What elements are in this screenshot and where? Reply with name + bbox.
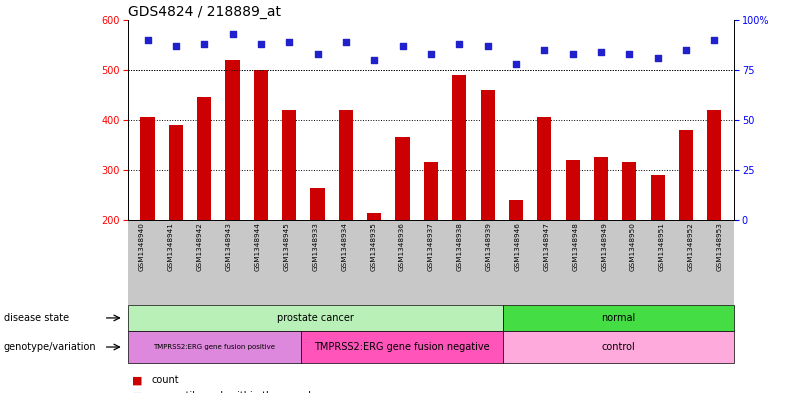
- Bar: [282, 110, 296, 320]
- Text: ■: ■: [132, 375, 142, 386]
- Text: GSM1348946: GSM1348946: [515, 222, 520, 271]
- Text: TMPRSS2:ERG gene fusion positive: TMPRSS2:ERG gene fusion positive: [153, 344, 275, 350]
- Point: [198, 40, 211, 47]
- Text: GSM1348934: GSM1348934: [342, 222, 347, 271]
- Bar: [339, 110, 353, 320]
- Text: GSM1348952: GSM1348952: [688, 222, 693, 271]
- Point: [708, 37, 721, 43]
- Point: [595, 49, 607, 55]
- Point: [141, 37, 154, 43]
- Text: GSM1348937: GSM1348937: [428, 222, 434, 271]
- Bar: [622, 162, 636, 320]
- Text: prostate cancer: prostate cancer: [277, 313, 354, 323]
- Text: GSM1348936: GSM1348936: [399, 222, 405, 271]
- Point: [651, 55, 664, 61]
- Text: GSM1348948: GSM1348948: [572, 222, 579, 271]
- Point: [169, 42, 182, 49]
- Bar: [452, 75, 466, 320]
- Point: [567, 51, 579, 57]
- Bar: [679, 130, 693, 320]
- Text: GSM1348943: GSM1348943: [226, 222, 231, 271]
- Point: [255, 40, 267, 47]
- Text: GSM1348950: GSM1348950: [630, 222, 636, 271]
- Text: genotype/variation: genotype/variation: [4, 342, 97, 352]
- Text: GSM1348938: GSM1348938: [456, 222, 463, 271]
- Text: GDS4824 / 218889_at: GDS4824 / 218889_at: [128, 5, 281, 18]
- Point: [425, 51, 437, 57]
- Text: GSM1348940: GSM1348940: [139, 222, 145, 271]
- Point: [538, 47, 551, 53]
- Bar: [168, 125, 183, 320]
- Text: TMPRSS2:ERG gene fusion negative: TMPRSS2:ERG gene fusion negative: [314, 342, 490, 352]
- Point: [282, 39, 295, 45]
- Point: [311, 51, 324, 57]
- Bar: [367, 213, 381, 320]
- Bar: [594, 158, 608, 320]
- Text: count: count: [152, 375, 180, 386]
- Point: [368, 57, 381, 63]
- Bar: [650, 175, 665, 320]
- Text: GSM1348945: GSM1348945: [283, 222, 290, 271]
- Bar: [197, 97, 211, 320]
- Bar: [396, 138, 409, 320]
- Text: GSM1348933: GSM1348933: [312, 222, 318, 271]
- Point: [396, 42, 409, 49]
- Point: [623, 51, 636, 57]
- Text: GSM1348935: GSM1348935: [370, 222, 376, 271]
- Bar: [537, 118, 551, 320]
- Point: [453, 40, 466, 47]
- Text: GSM1348944: GSM1348944: [255, 222, 261, 271]
- Text: GSM1348953: GSM1348953: [717, 222, 723, 271]
- Text: GSM1348951: GSM1348951: [659, 222, 665, 271]
- Text: ■: ■: [132, 391, 142, 393]
- Point: [481, 42, 494, 49]
- Bar: [566, 160, 579, 320]
- Point: [680, 47, 693, 53]
- Text: control: control: [602, 342, 635, 352]
- Point: [339, 39, 352, 45]
- Text: GSM1348949: GSM1348949: [601, 222, 607, 271]
- Point: [226, 31, 239, 37]
- Point: [510, 61, 523, 67]
- Text: percentile rank within the sample: percentile rank within the sample: [152, 391, 317, 393]
- Text: GSM1348947: GSM1348947: [543, 222, 550, 271]
- Text: GSM1348939: GSM1348939: [486, 222, 492, 271]
- Bar: [424, 162, 438, 320]
- Bar: [254, 70, 268, 320]
- Bar: [310, 187, 325, 320]
- Text: normal: normal: [602, 313, 636, 323]
- Text: GSM1348941: GSM1348941: [168, 222, 174, 271]
- Bar: [509, 200, 523, 320]
- Text: disease state: disease state: [4, 313, 69, 323]
- Bar: [140, 118, 155, 320]
- Bar: [480, 90, 495, 320]
- Text: GSM1348942: GSM1348942: [197, 222, 203, 271]
- Bar: [707, 110, 721, 320]
- Bar: [226, 60, 239, 320]
